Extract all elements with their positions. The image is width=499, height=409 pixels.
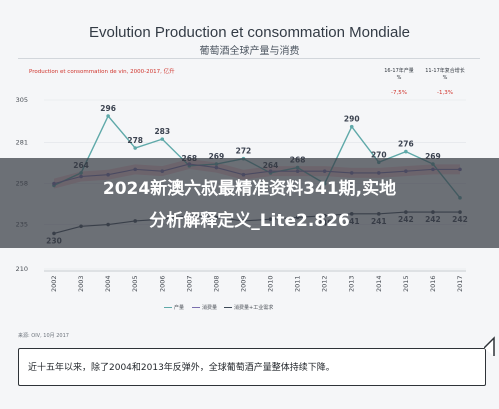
x-tick-label: 2013 [348, 275, 356, 292]
x-tick-label: 2017 [456, 275, 464, 292]
legend-label-production: 产量 [174, 305, 185, 311]
banner-headline-line-1: 2024新澳六叔最精准资料341期,实地 [102, 179, 397, 199]
y-tick-label: 305 [16, 96, 28, 104]
side-column-head-1-text: 16-17年产量 % [384, 68, 414, 81]
x-tick-label: 2002 [50, 275, 58, 292]
data-label: 278 [127, 136, 143, 145]
y-tick-label: 281 [16, 139, 28, 147]
data-label: 272 [236, 147, 252, 156]
data-label: 269 [209, 152, 225, 161]
legend-label-industrial: 消费量+工业需求 [234, 305, 274, 311]
legend-item-production: 产量 [164, 304, 184, 311]
chart-title: Evolution Production et consommation Mon… [88, 24, 410, 41]
side-column-value-2: -1,3% [437, 90, 453, 96]
legend-item-industrial: 消费量+工业需求 [224, 304, 273, 311]
banner-headline-line-2: 分析解释定义_Lite2.826 [149, 211, 350, 231]
y-tick-label: 210 [16, 265, 28, 273]
title-divider [18, 58, 480, 59]
x-tick-label: 2014 [375, 275, 383, 292]
data-label: 296 [100, 104, 116, 113]
data-point-production [160, 137, 165, 141]
data-point-production [133, 146, 137, 150]
side-column-head-2-text: 11-17年复合增长 % [425, 68, 465, 81]
x-tick-label: 2006 [158, 275, 166, 292]
x-tick-label: 2008 [212, 275, 220, 292]
data-point-production [404, 149, 408, 154]
x-tick-label: 2012 [321, 275, 329, 292]
overlay-banner [0, 158, 499, 248]
side-column-head-1: 16-17年产量 % [374, 68, 424, 82]
x-tick-label: 2003 [77, 275, 85, 292]
x-tick-label: 2015 [402, 275, 410, 292]
data-label: 269 [425, 152, 441, 161]
x-tick-label: 2010 [267, 275, 275, 292]
data-label: 290 [344, 115, 360, 124]
data-point-production [106, 114, 110, 118]
chart-source-label: Production et consommation de vin, 2000-… [29, 69, 175, 75]
note-text: 近十五年以来，除了2004和2013年反弹外，全球葡萄酒产量整体持续下降。 [28, 363, 335, 373]
callout-corner-icon [484, 336, 495, 356]
legend-item-consumption: 消费量 [192, 304, 217, 311]
data-point-production [349, 124, 354, 129]
data-label: 283 [154, 127, 170, 136]
x-tick-label: 2009 [239, 275, 247, 292]
note-callout: 近十五年以来，除了2004和2013年反弹外，全球葡萄酒产量整体持续下降。 [18, 348, 486, 386]
chart-subtitle: 葡萄酒全球产量与消费 [199, 46, 300, 57]
data-label: 270 [371, 150, 387, 159]
x-tick-label: 2011 [294, 275, 302, 292]
x-tick-label: 2005 [131, 275, 139, 292]
x-tick-label: 2007 [185, 275, 193, 292]
x-tick-label: 2016 [429, 275, 437, 292]
legend-label-consumption: 消费量 [202, 305, 218, 311]
data-label: 276 [398, 140, 414, 149]
chart-footnote: 来源: OIV, 10月 2017 [18, 333, 69, 339]
x-tick-label: 2004 [104, 275, 112, 292]
side-column-head-2: 11-17年复合增长 % [420, 68, 470, 82]
side-column-value-1: -7,5% [391, 90, 407, 96]
